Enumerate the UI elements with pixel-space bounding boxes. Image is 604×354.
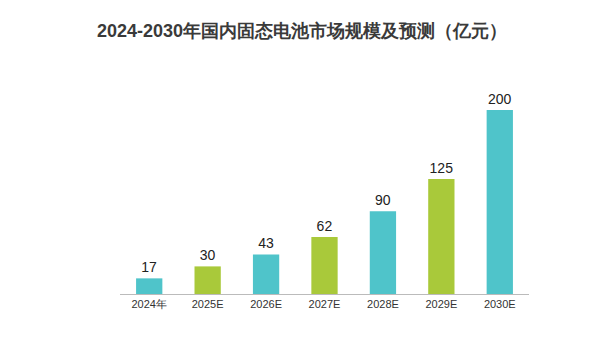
svg-text:2030E: 2030E [484, 298, 516, 310]
svg-text:200: 200 [488, 91, 512, 107]
svg-text:2024年: 2024年 [131, 298, 166, 310]
svg-text:90: 90 [375, 192, 391, 208]
svg-text:17: 17 [141, 259, 157, 275]
svg-text:2029E: 2029E [425, 298, 457, 310]
svg-text:2024-2030年国内固态电池市场规模及预测（亿元）: 2024-2030年国内固态电池市场规模及预测（亿元） [97, 21, 507, 41]
svg-text:43: 43 [258, 235, 274, 251]
svg-text:2028E: 2028E [367, 298, 399, 310]
svg-text:2025E: 2025E [192, 298, 224, 310]
svg-text:2026E: 2026E [250, 298, 282, 310]
svg-text:62: 62 [317, 218, 333, 234]
svg-text:30: 30 [200, 247, 216, 263]
svg-text:125: 125 [430, 160, 454, 176]
svg-text:2027E: 2027E [309, 298, 341, 310]
